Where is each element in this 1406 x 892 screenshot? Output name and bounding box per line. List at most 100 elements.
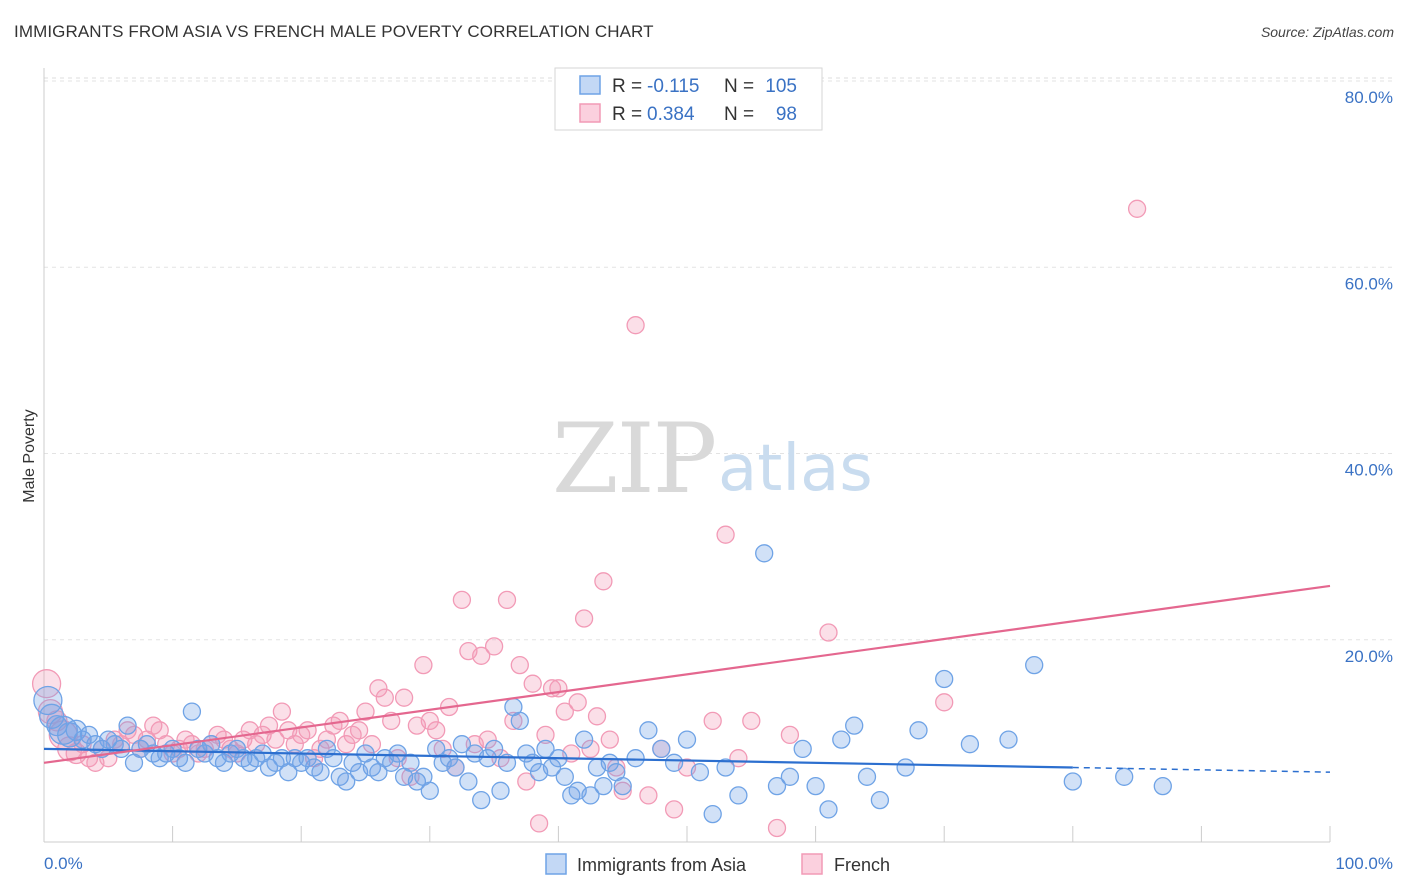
data-point: [427, 721, 446, 740]
trend-line-extension-0: [1072, 766, 1331, 773]
bottom-legend-swatch-french: [801, 853, 823, 875]
data-point: [594, 776, 613, 796]
watermark-atlas: atlas: [718, 432, 873, 506]
data-point: [960, 735, 980, 754]
data-point: [1153, 776, 1172, 796]
data-point: [664, 753, 684, 772]
watermark-zip: ZIP: [552, 403, 715, 515]
data-point: [845, 716, 864, 735]
bottom-legend-label-french: French: [834, 855, 890, 875]
data-point: [420, 711, 439, 731]
y-tick-label-60: 60.0%: [1345, 274, 1393, 293]
data-point: [388, 744, 407, 763]
data-point: [780, 725, 800, 745]
data-point: [79, 725, 99, 745]
data-point: [819, 800, 838, 819]
data-point: [478, 730, 497, 749]
data-point: [626, 749, 645, 768]
y-tick-label-20: 20.0%: [1345, 647, 1393, 666]
data-point: [999, 730, 1018, 749]
data-point: [819, 623, 838, 642]
data-point: [472, 646, 491, 665]
data-point: [935, 669, 954, 689]
data-point: [517, 772, 536, 791]
data-point: [337, 772, 356, 791]
data-point: [613, 781, 632, 800]
data-point: [581, 786, 600, 805]
trend-line-1: [43, 584, 1331, 764]
data-point: [555, 767, 574, 786]
legend-r-value-asia: -0.115: [647, 76, 699, 97]
legend-n-value-asia: 105: [765, 76, 797, 97]
data-point: [182, 702, 202, 721]
data-point: [478, 749, 497, 768]
data-point: [767, 776, 787, 796]
data-point: [832, 730, 851, 749]
series-legend: Immigrants from Asia French: [545, 853, 890, 875]
data-point: [118, 716, 137, 735]
x-tick-label-min: 0.0%: [44, 854, 83, 873]
data-point: [935, 693, 954, 712]
data-point: [755, 544, 774, 563]
data-point: [716, 525, 735, 544]
data-point: [414, 655, 433, 675]
data-point: [369, 679, 388, 698]
data-point: [806, 776, 825, 796]
data-point: [349, 721, 369, 740]
data-point: [484, 637, 504, 656]
data-point: [574, 609, 594, 628]
data-point: [459, 772, 478, 791]
data-point: [452, 735, 472, 754]
data-point: [568, 693, 587, 712]
data-point: [356, 702, 375, 721]
y-tick-label-40: 40.0%: [1345, 461, 1393, 480]
bottom-legend-label-asia: Immigrants from Asia: [577, 855, 747, 875]
data-point: [574, 730, 594, 749]
legend-r-value-french: 0.384: [647, 104, 695, 125]
data-point: [652, 739, 671, 759]
data-point: [600, 730, 619, 749]
source-label: Source: ZipAtlas.com: [1260, 24, 1394, 40]
data-point: [484, 739, 504, 759]
data-point: [433, 739, 452, 759]
legend-n-value-french: 98: [776, 104, 797, 125]
data-point: [272, 702, 292, 721]
data-point: [639, 721, 658, 740]
data-point: [664, 800, 684, 819]
data-point: [742, 711, 761, 731]
legend-r-label-french: R =: [612, 104, 642, 125]
data-point: [793, 739, 812, 759]
stats-legend: R = -0.115 N = 105 R = 0.384 N = 98: [554, 67, 823, 131]
legend-swatch-asia: [579, 75, 601, 95]
data-point: [439, 749, 459, 768]
y-tick-labels: 20.0% 40.0% 60.0% 80.0%: [1345, 88, 1393, 666]
trend-line-0: [43, 747, 1073, 769]
data-point: [1127, 199, 1147, 218]
data-point: [1115, 767, 1134, 786]
data-point: [870, 790, 890, 810]
data-point: [529, 814, 549, 833]
data-point: [780, 767, 800, 786]
data-point: [896, 758, 915, 777]
data-point: [639, 786, 658, 805]
data-point: [1025, 655, 1044, 675]
legend-n-label-french: N =: [724, 104, 754, 125]
legend-n-label-asia: N =: [724, 76, 754, 97]
data-point: [452, 590, 472, 610]
data-point: [549, 679, 568, 698]
data-point: [112, 739, 131, 759]
data-point: [857, 767, 877, 786]
data-point: [536, 725, 555, 745]
data-point: [420, 781, 439, 800]
data-point: [394, 688, 414, 707]
data-point: [375, 688, 394, 707]
data-point: [497, 753, 517, 772]
data-point: [909, 721, 928, 740]
data-point: [31, 669, 62, 699]
data-point: [594, 572, 613, 591]
data-point: [523, 674, 542, 693]
data-point: [401, 753, 420, 772]
data-point: [587, 707, 607, 726]
data-point: [1063, 772, 1082, 791]
data-point: [626, 316, 645, 335]
